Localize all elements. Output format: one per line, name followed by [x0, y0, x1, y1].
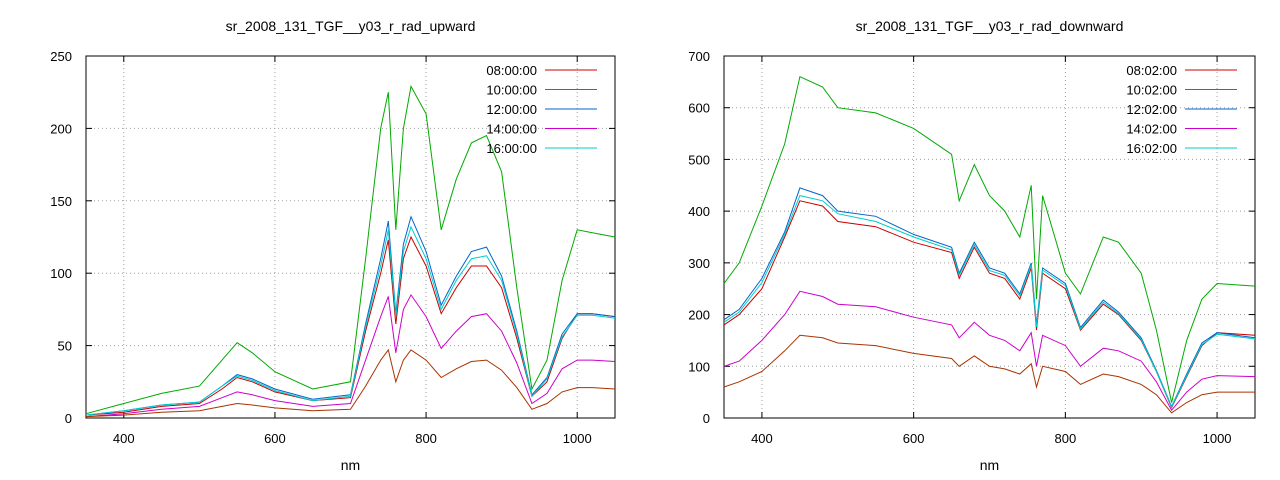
- x-tick-label: 800: [1055, 431, 1077, 446]
- y-tick-label: 400: [688, 204, 710, 219]
- x-tick-label: 600: [903, 431, 925, 446]
- x-axis-label: nm: [980, 457, 999, 473]
- series-line-12-00-00: [85, 215, 616, 416]
- series-line-12-02-00: [723, 187, 1256, 408]
- y-tick-label: 100: [688, 359, 710, 374]
- plot-frame: [723, 55, 1256, 419]
- y-tick-label: 300: [688, 256, 710, 271]
- legend-label: 08:00:00: [486, 63, 537, 78]
- chart-1: sr_2008_131_TGF__y03_r_rad_upward 400 600 8…: [50, 18, 616, 473]
- series-line-unlabeled: [723, 334, 1255, 414]
- legend-label: 14:02:00: [1126, 122, 1177, 137]
- legend-label: 12:02:00: [1126, 102, 1177, 117]
- x-tick-label: 400: [751, 431, 773, 446]
- series-line-14-02-00: [723, 290, 1256, 412]
- y-tick-label: 600: [688, 101, 710, 116]
- legend-label: 16:02:00: [1126, 141, 1177, 156]
- chart-title: sr_2008_131_TGF__y03_r_rad_upward: [226, 18, 476, 34]
- series-line-14-00-00: [85, 293, 616, 418]
- series-line-10-00-00: [85, 84, 616, 415]
- y-tick-label: 0: [65, 411, 72, 426]
- series-line-08-02-00: [723, 200, 1256, 409]
- series-line-unlabeled: [85, 348, 616, 418]
- y-tick-label: 700: [688, 49, 710, 64]
- legend-label: 08:02:00: [1126, 63, 1177, 78]
- y-tick-label: 150: [50, 194, 72, 209]
- y-tick-label: 50: [58, 339, 72, 354]
- y-tick-label: 250: [50, 49, 72, 64]
- series-line-10-02-00: [723, 75, 1256, 403]
- x-axis-label: nm: [341, 457, 360, 473]
- series-line-08-00-00: [85, 235, 616, 416]
- series-line-16-00-00: [85, 225, 616, 416]
- series-line-16-02-00: [723, 195, 1256, 409]
- y-tick-label: 100: [50, 266, 72, 281]
- y-tick-label: 200: [50, 121, 72, 136]
- x-tick-label: 600: [264, 431, 286, 446]
- legend-label: 14:00:00: [486, 122, 537, 137]
- y-tick-label: 200: [688, 308, 710, 323]
- y-tick-label: 500: [688, 152, 710, 167]
- chart-2: sr_2008_131_TGF__y03_r_rad_downward 400 60…: [688, 18, 1256, 473]
- y-tick-label: 0: [703, 411, 710, 426]
- x-tick-label: 1000: [563, 431, 592, 446]
- legend-label: 16:00:00: [486, 141, 537, 156]
- legend-label: 10:00:00: [486, 83, 537, 98]
- x-tick-label: 400: [113, 431, 135, 446]
- chart-title: sr_2008_131_TGF__y03_r_rad_downward: [856, 18, 1124, 34]
- x-tick-label: 1000: [1203, 431, 1232, 446]
- legend-label: 12:00:00: [486, 102, 537, 117]
- x-tick-label: 800: [415, 431, 437, 446]
- legend-label: 10:02:00: [1126, 83, 1177, 98]
